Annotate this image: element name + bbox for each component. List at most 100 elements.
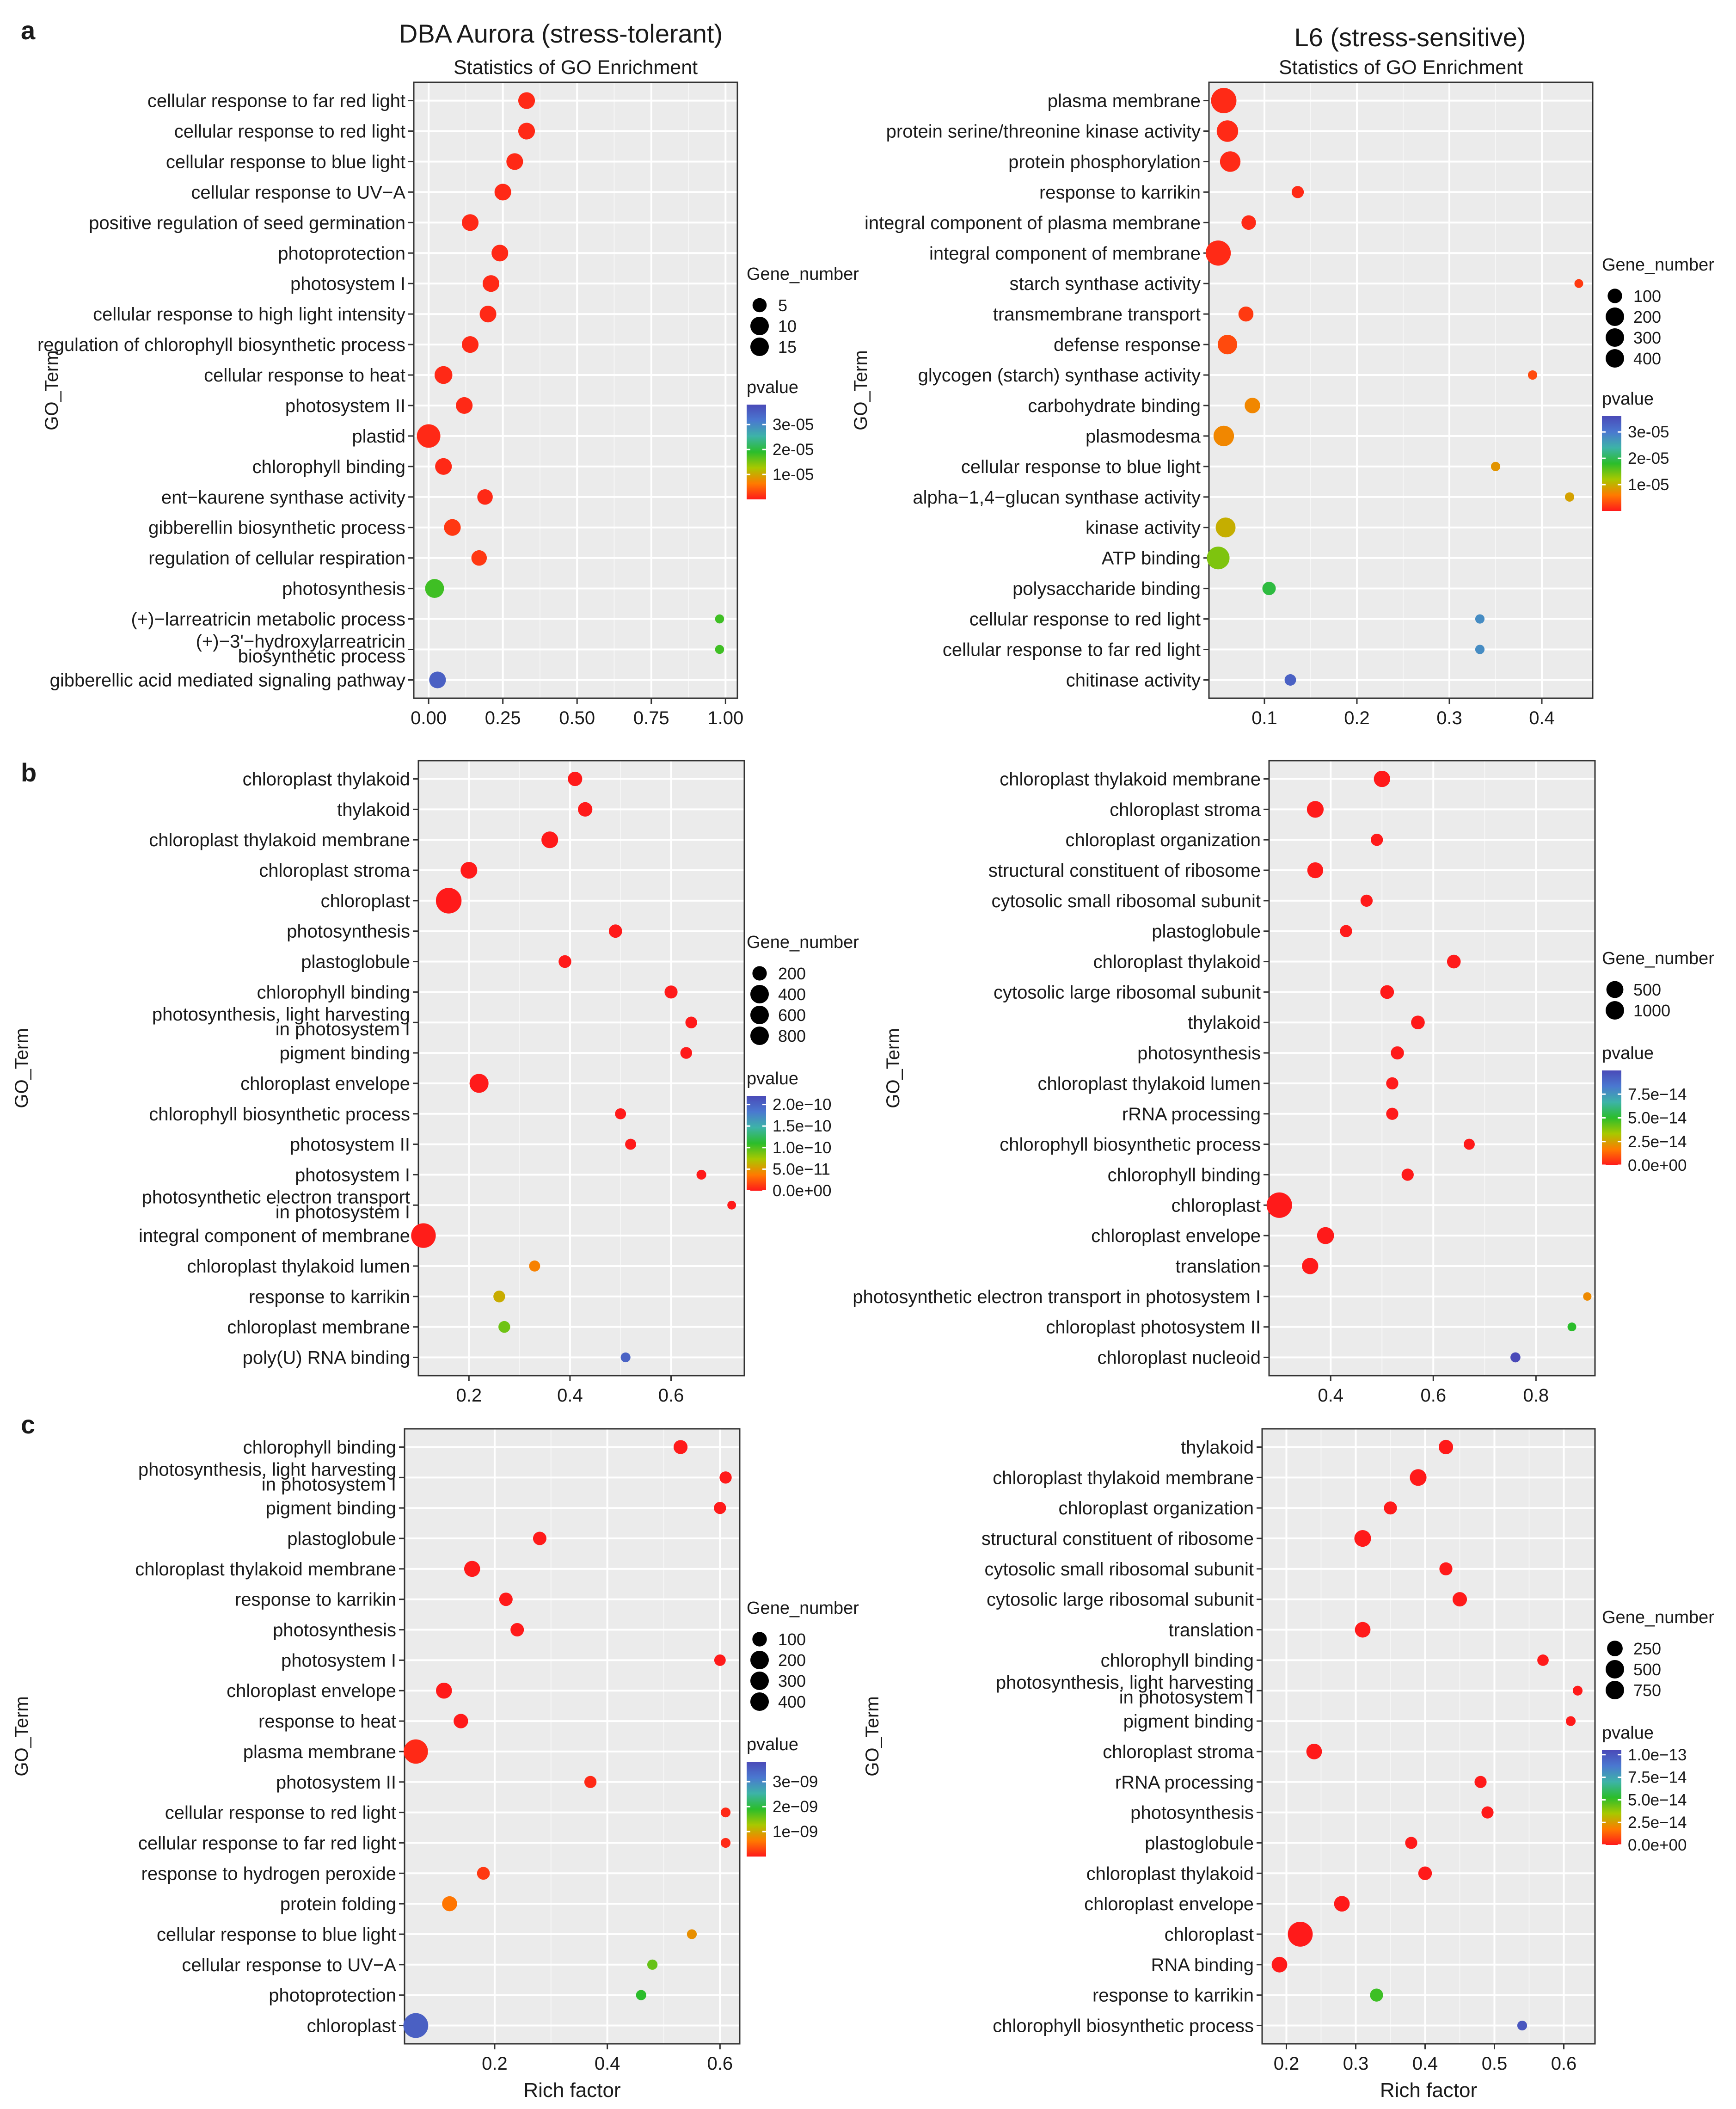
y-tick-label-cellular-response-to-high-light-intensity: cellular response to high light intensit… xyxy=(93,304,405,325)
x-tick-label: 0.8 xyxy=(1523,1385,1549,1406)
size-legend-dot xyxy=(750,338,769,356)
color-legend-label: 2.0e−10 xyxy=(773,1096,832,1114)
point-kinase-activity xyxy=(1215,517,1236,538)
y-tick-label-protein-folding: protein folding xyxy=(280,1894,396,1914)
color-legend-label: 2.5e−14 xyxy=(1628,1814,1687,1832)
y-tick-label-3-hydroxylarreatricin-biosynthetic-process: (+)−3'−hydroxylarreatricin biosynthetic p… xyxy=(196,631,405,666)
point-chlorophyll-biosynthetic-process xyxy=(1464,1138,1475,1150)
x-tick-label: 0.00 xyxy=(411,708,447,728)
y-tick-label-rna-binding: RNA binding xyxy=(1151,1955,1254,1975)
y-tick-label-photosynthetic-electron-transport-in-photosystem-i: photosynthetic electron transport in pho… xyxy=(853,1287,1261,1307)
y-tick-label-kinase-activity: kinase activity xyxy=(1086,518,1201,538)
y-tick-label-thylakoid: thylakoid xyxy=(1181,1438,1254,1458)
y-tick-label-chloroplast-envelope: chloroplast envelope xyxy=(1084,1894,1254,1914)
y-tick-label-translation: translation xyxy=(1168,1620,1254,1641)
y-tick-label-structural-constituent-of-ribosome: structural constituent of ribosome xyxy=(988,861,1261,881)
point-regulation-of-chlorophyll-biosynthetic-process xyxy=(461,336,479,353)
point-rrna-processing xyxy=(1474,1776,1487,1788)
point-glycogen-starch-synthase-activity xyxy=(1527,370,1538,380)
size-legend-dot xyxy=(750,1651,769,1669)
y-tick-label-photosynthesis-light-harvesting-in-photosystem-i: photosynthesis, light harvesting in photo… xyxy=(152,1004,410,1039)
x-tick-label: 0.2 xyxy=(482,2054,508,2074)
y-tick-label-cellular-response-to-far-red-light: cellular response to far red light xyxy=(943,639,1201,660)
x-axis-title: Rich factor xyxy=(523,2079,620,2102)
y-tick-label-response-to-karrikin: response to karrikin xyxy=(235,1590,396,1610)
point-cytosolic-small-ribosomal-subunit xyxy=(1360,894,1373,907)
y-tick-label-chloroplast: chloroplast xyxy=(307,2016,396,2036)
color-legend-bar xyxy=(1602,416,1621,511)
point-chloroplast xyxy=(1266,1192,1292,1218)
size-legend-label: 200 xyxy=(778,964,806,983)
y-tick-label-chloroplast-envelope: chloroplast envelope xyxy=(1091,1226,1261,1246)
color-legend-bar xyxy=(747,1096,766,1191)
size-legend-label: 400 xyxy=(778,985,806,1004)
chart-subtitle: Statistics of GO Enrichment xyxy=(1279,56,1523,79)
y-tick-label-photosystem-ii: photosystem II xyxy=(290,1135,410,1155)
y-tick-label-integral-component-of-plasma-membrane: integral component of plasma membrane xyxy=(865,213,1201,233)
point-chloroplast-envelope xyxy=(469,1074,489,1093)
chart-b-left: 0.2 0.4 0.6 chloroplast thylakoid thylakoid c… xyxy=(12,760,859,1406)
point-translation xyxy=(1302,1258,1319,1274)
y-tick-label-chloroplast-envelope: chloroplast envelope xyxy=(227,1681,396,1701)
size-legend-label: 800 xyxy=(778,1027,806,1045)
point-alpha-1-4-glucan-synthase-activity xyxy=(1564,492,1575,502)
y-tick-label-photosynthesis-light-harvesting-in-photosystem-i: photosynthesis, light harvesting in photo… xyxy=(996,1672,1254,1708)
point-chlorophyll-binding xyxy=(1537,1654,1549,1666)
y-tick-label-chloroplast-stroma: chloroplast stroma xyxy=(1103,1742,1254,1762)
y-axis-title: GO_Term xyxy=(42,350,62,430)
point-chloroplast-nucleoid xyxy=(1510,1352,1521,1363)
y-tick-label-plasma-membrane: plasma membrane xyxy=(243,1742,396,1762)
point-photosynthetic-electron-transport-in-photosystem-i xyxy=(727,1200,736,1210)
y-tick-label-chloroplast-thylakoid-membrane: chloroplast thylakoid membrane xyxy=(1000,769,1261,790)
y-tick-label-cellular-response-to-red-light: cellular response to red light xyxy=(165,1803,396,1823)
y-tick-label-carbohydrate-binding: carbohydrate binding xyxy=(1028,396,1201,416)
y-tick-label-ent-kaurene-synthase-activity: ent−kaurene synthase activity xyxy=(161,487,405,508)
point-polysaccharide-binding xyxy=(1262,582,1276,596)
point-carbohydrate-binding xyxy=(1245,398,1260,413)
point-pigment-binding xyxy=(1565,1716,1576,1726)
color-legend-label: 1e−09 xyxy=(773,1823,818,1841)
y-tick-label-cellular-response-to-red-light: cellular response to red light xyxy=(969,609,1201,630)
point-plastoglobule xyxy=(1340,925,1352,937)
color-legend-title: pvalue xyxy=(747,378,798,397)
y-tick-label-photosystem-ii: photosystem II xyxy=(276,1772,396,1793)
x-tick-label: 0.5 xyxy=(1482,2054,1508,2074)
point-photosystem-i xyxy=(482,275,500,292)
color-legend-label: 7.5e−14 xyxy=(1628,1769,1687,1787)
y-tick-label-photosynthetic-electron-transport-in-photosystem-i: photosynthetic electron transport in phot… xyxy=(142,1187,410,1222)
y-tick-label-chloroplast-thylakoid-membrane: chloroplast thylakoid membrane xyxy=(149,830,410,850)
y-tick-label-pigment-binding: pigment binding xyxy=(1123,1711,1254,1732)
y-tick-label-transmembrane-transport: transmembrane transport xyxy=(993,304,1201,325)
color-legend-label: 2e-05 xyxy=(773,441,814,459)
plot-border xyxy=(404,1428,741,2045)
color-legend-bar xyxy=(747,405,766,499)
point-chloroplast-envelope xyxy=(1317,1227,1334,1244)
chart-a-left: 0.00 0.25 0.50 0.75 1.00 cellular response to… xyxy=(37,56,859,728)
y-tick-label-photoprotection: photoprotection xyxy=(278,243,405,264)
point-integral-component-of-membrane xyxy=(411,1223,436,1248)
y-tick-label-cellular-response-to-blue-light: cellular response to blue light xyxy=(961,457,1201,477)
y-tick-label-pigment-binding: pigment binding xyxy=(280,1043,410,1064)
size-legend-label: 500 xyxy=(1633,1660,1661,1679)
point-chloroplast-thylakoid-lumen xyxy=(529,1260,540,1272)
y-tick-label-photosystem-i: photosystem I xyxy=(281,1650,396,1671)
size-legend-title: Gene_number xyxy=(1602,1608,1714,1627)
y-tick-label-gibberellic-acid-mediated-signaling-pathway: gibberellic acid mediated signaling path… xyxy=(50,670,405,690)
point-positive-regulation-of-seed-germination xyxy=(461,214,479,231)
color-legend-label: 1e-05 xyxy=(1628,476,1669,494)
y-tick-label-rrna-processing: rRNA processing xyxy=(1115,1772,1254,1793)
point-plastoglobule xyxy=(533,1531,546,1545)
color-legend-label: 1.0e−10 xyxy=(773,1139,832,1157)
point-cellular-response-to-blue-light xyxy=(687,1929,697,1939)
color-legend-label: 7.5e−14 xyxy=(1628,1085,1687,1103)
y-tick-label-glycogen-starch-synthase-activity: glycogen (starch) synthase activity xyxy=(918,365,1201,386)
panel-label-a: a xyxy=(21,16,36,45)
point-defense-response xyxy=(1217,334,1238,355)
y-tick-label-cytosolic-large-ribosomal-subunit: cytosolic large ribosomal subunit xyxy=(994,982,1261,1002)
point-chloroplast-stroma xyxy=(460,861,478,879)
point-plasmodesma xyxy=(1213,425,1234,447)
y-axis-title: GO_Term xyxy=(851,350,871,430)
point-cellular-response-to-blue-light xyxy=(506,153,523,170)
y-tick-label-chitinase-activity: chitinase activity xyxy=(1066,670,1201,690)
point-structural-constituent-of-ribosome xyxy=(1307,862,1324,879)
